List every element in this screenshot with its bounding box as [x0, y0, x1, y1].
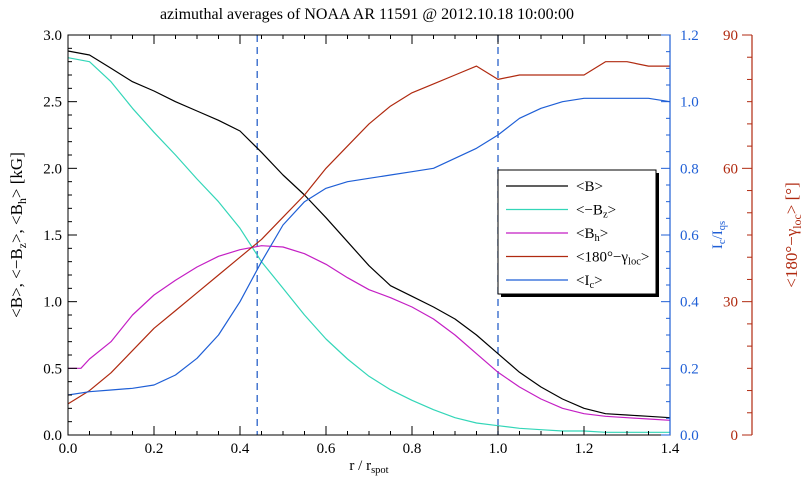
- left-axis-label: <B>, <−Bz>, <Bh> [kG]: [7, 152, 29, 318]
- series-line: [68, 245, 671, 421]
- x-tick-label: 0.2: [145, 441, 164, 457]
- label-text: > [kG]: [7, 152, 26, 198]
- bottom-axis: 0.0 0.2 0.4 0.6 0.8 1.0 1.2 1.4 r / rspot: [59, 35, 680, 476]
- x-tick-label: 0.6: [317, 441, 336, 457]
- label-text: >, <B: [7, 204, 26, 243]
- legend-label: <B>: [576, 179, 603, 195]
- label-text: >: [608, 203, 616, 219]
- x-tick-label: 0.8: [403, 441, 422, 457]
- label-text: >: [594, 273, 602, 289]
- label-text: I: [710, 244, 726, 249]
- y-tick-label: 0.4: [680, 295, 699, 311]
- subscript: qs: [717, 221, 728, 230]
- x-tick-label: 1.2: [575, 441, 594, 457]
- y-tick-label: 90: [723, 28, 738, 44]
- legend: <B><−Bz><Bh><180°−γloc><Ic>: [497, 169, 659, 297]
- subscript: spot: [371, 465, 389, 476]
- label-text: >: [600, 226, 608, 242]
- y-tick-label: 0.0: [43, 428, 62, 444]
- y-tick-label: 1.0: [43, 295, 62, 311]
- intensity-axis: 0.0 0.2 0.4 0.6 0.8 1.0 1.2 Ic/Iqs: [661, 28, 728, 444]
- y-tick-label: 30: [723, 295, 738, 311]
- legend-label: <Ic>: [576, 273, 603, 291]
- intensity-axis-label: Ic/Iqs: [710, 221, 728, 249]
- series-line: [67, 50, 671, 419]
- label-text: r / r: [349, 458, 371, 474]
- inclination-axis-label: <180°−γloc> [°]: [782, 182, 804, 288]
- legend-label: <180°−γloc>: [576, 250, 649, 268]
- y-tick-label: 60: [723, 161, 738, 177]
- series-line: [67, 61, 670, 405]
- y-tick-label: 2.0: [43, 161, 62, 177]
- x-tick-label: 1.4: [661, 441, 680, 457]
- chart-title: azimuthal averages of NOAA AR 11591 @ 20…: [160, 6, 574, 23]
- x-tick-label: 1.0: [489, 441, 508, 457]
- label-text: /I: [710, 230, 726, 239]
- y-tick-label: 0.0: [680, 428, 699, 444]
- label-text: >: [641, 250, 649, 266]
- label-text: > [°]: [782, 182, 801, 214]
- label-text: <I: [576, 273, 589, 289]
- subscript: c: [589, 280, 594, 291]
- vertical-reference-lines: [256, 35, 499, 435]
- y-tick-label: 3.0: [43, 28, 62, 44]
- subscript: c: [717, 239, 728, 244]
- y-tick-label: 1.0: [680, 95, 699, 111]
- subscript: loc: [790, 214, 804, 229]
- x-tick-label: 0.4: [231, 441, 250, 457]
- subscript: h: [15, 198, 29, 204]
- label-text: <B>: [576, 179, 603, 195]
- series-line: [67, 57, 670, 433]
- y-tick-label: 0.8: [680, 161, 699, 177]
- x-axis-label: r / rspot: [349, 458, 388, 476]
- series-lines: [67, 50, 671, 433]
- y-tick-label: 1.5: [43, 228, 62, 244]
- y-tick-label: 0.2: [680, 361, 699, 377]
- x-tick-label: 0.0: [59, 441, 78, 457]
- legend-label: <Bh>: [576, 226, 608, 244]
- y-tick-label: 1.2: [680, 28, 699, 44]
- subscript: loc: [628, 257, 641, 268]
- subscript: z: [603, 210, 608, 221]
- label-text: <B: [576, 226, 594, 242]
- series-line: [67, 97, 671, 396]
- subscript: h: [594, 233, 600, 244]
- subscript: z: [15, 243, 29, 248]
- label-text: <−B: [576, 203, 603, 219]
- left-axis: 0.0 0.5 1.0 1.5 2.0 2.5 3.0 <B>, <−Bz>, <Bh> [k…: [7, 28, 77, 444]
- y-tick-label: 0: [731, 428, 739, 444]
- y-tick-label: 0.6: [680, 228, 699, 244]
- y-tick-label: 2.5: [43, 95, 62, 111]
- inclination-axis: 0 30 60 90 <180°−γloc> [°]: [723, 28, 804, 444]
- label-text: <180°−γ: [576, 250, 628, 266]
- legend-label: <−Bz>: [576, 203, 616, 221]
- label-text: <B>, <−B: [7, 248, 26, 318]
- y-tick-label: 0.5: [43, 361, 62, 377]
- label-text: <180°−γ: [782, 228, 801, 287]
- legend-box: [497, 169, 657, 295]
